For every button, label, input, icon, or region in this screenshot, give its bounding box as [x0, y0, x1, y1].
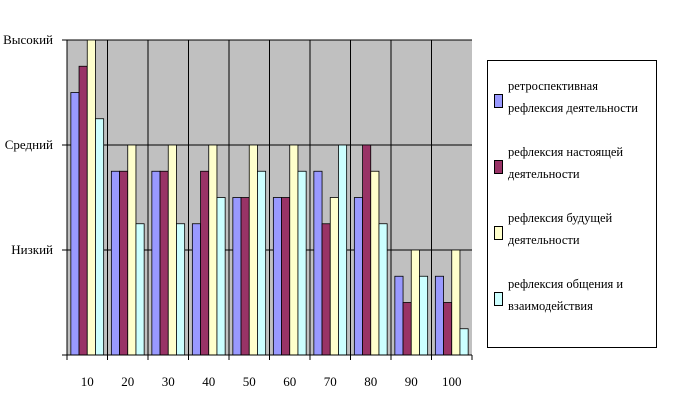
bar-50-1	[232, 197, 242, 356]
gridlines	[67, 39, 472, 355]
bar-50-3	[248, 144, 258, 356]
bar-40-4	[216, 197, 226, 356]
bar-60-3	[289, 144, 299, 356]
x-tick-label: 50	[243, 374, 256, 389]
bar-10-2	[78, 65, 88, 356]
bars	[70, 39, 469, 356]
bar-20-1	[110, 170, 120, 356]
y-tick-label: Высокий	[3, 32, 53, 47]
bar-40-2	[200, 170, 210, 356]
bar-100-4	[459, 328, 469, 356]
legend-swatch	[494, 94, 503, 108]
bar-60-1	[272, 197, 282, 356]
bar-90-4	[419, 275, 429, 356]
x-tick-label: 40	[202, 374, 215, 389]
bar-80-4	[378, 223, 388, 356]
bar-30-3	[167, 144, 177, 356]
bar-10-1	[70, 92, 80, 356]
bar-70-2	[321, 223, 331, 356]
bar-30-4	[176, 223, 186, 356]
x-tick-label: 10	[81, 374, 94, 389]
y-tick-label: Средний	[5, 137, 53, 152]
legend-swatch	[494, 226, 503, 240]
bar-100-1	[434, 275, 444, 356]
bar-90-3	[410, 249, 420, 356]
bar-50-2	[240, 197, 250, 356]
bar-90-2	[402, 302, 412, 356]
legend-label: рефлексия настоящей деятельности	[508, 145, 624, 181]
bar-70-3	[329, 197, 339, 356]
bar-100-2	[443, 302, 453, 356]
bar-80-3	[370, 170, 380, 356]
bar-10-4	[95, 118, 105, 356]
legend-label: ретроспективная рефлексия деятельности	[508, 79, 638, 115]
x-tick-label: 80	[364, 374, 377, 389]
legend-swatch	[494, 160, 503, 174]
legend-swatch	[494, 292, 503, 306]
bar-60-4	[297, 170, 307, 356]
y-tick-labels: Низкий Средний Высокий	[3, 32, 53, 257]
legend-label: рефлексия будущей деятельности	[508, 211, 613, 247]
x-tick-label: 100	[442, 374, 462, 389]
legend-label: рефлексия общения и взаимодействия	[508, 277, 624, 313]
bar-40-3	[208, 144, 218, 356]
x-tick-label: 30	[162, 374, 175, 389]
bar-70-1	[313, 170, 323, 356]
bar-90-1	[394, 275, 404, 356]
bar-20-4	[135, 223, 145, 356]
bar-40-1	[191, 223, 201, 356]
y-tick-label: Низкий	[11, 242, 53, 257]
bar-10-3	[86, 39, 96, 356]
bar-30-1	[151, 170, 161, 356]
bar-50-4	[257, 170, 267, 356]
x-tick-labels: 10 20 30 40 50 60 70 80 90 100	[81, 374, 462, 389]
x-tick-label: 60	[283, 374, 296, 389]
x-tick-label: 20	[121, 374, 134, 389]
bar-100-3	[451, 249, 461, 356]
bar-80-2	[362, 144, 372, 356]
bar-20-3	[127, 144, 137, 356]
legend: ретроспективная рефлексия деятельности ре…	[487, 60, 657, 348]
bar-70-4	[338, 144, 348, 356]
bar-60-2	[281, 197, 291, 356]
x-tick-label: 90	[405, 374, 418, 389]
bar-20-2	[119, 170, 129, 356]
axes	[62, 39, 473, 360]
x-tick-label: 70	[324, 374, 337, 389]
bar-80-1	[353, 197, 363, 356]
bar-30-2	[159, 170, 169, 356]
